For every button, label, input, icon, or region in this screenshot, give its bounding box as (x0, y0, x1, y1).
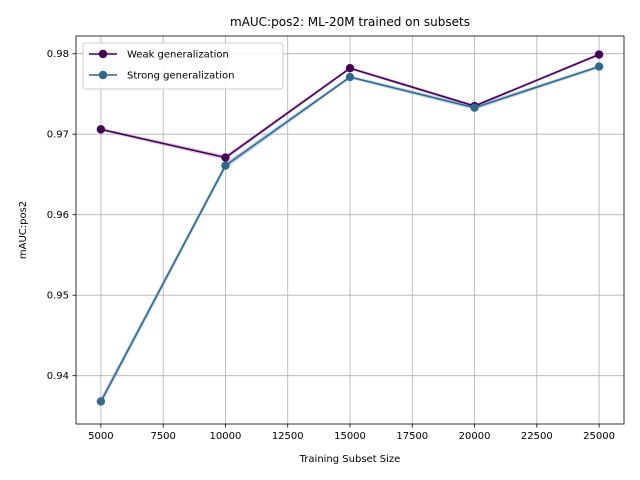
legend-marker-0 (98, 49, 108, 59)
y-tick-label: 0.95 (47, 291, 69, 302)
y-tick-label: 0.97 (47, 130, 69, 141)
legend-box (82, 42, 284, 90)
series-point-0 (96, 125, 106, 134)
series-point-1 (221, 161, 230, 170)
data-series (96, 50, 604, 406)
series-point-1 (470, 103, 479, 112)
legend-label-1: Strong generalization (127, 71, 234, 82)
x-tick-label: 7500 (150, 431, 175, 442)
y-tick-label: 0.96 (47, 210, 69, 221)
axis-ticks: 5000 7500 10000 12500 15000 17500 20000 22500 25… (47, 49, 615, 442)
series-point-1 (594, 62, 604, 71)
x-tick-label: 12500 (272, 431, 304, 442)
x-tick-label: 10000 (210, 431, 242, 442)
legend-marker-1 (98, 70, 108, 80)
x-tick-label: 25000 (583, 431, 615, 442)
x-tick-label: 20000 (459, 431, 491, 442)
legend-label-0: Weak generalization (127, 50, 229, 61)
y-axis-label: mAUC:pos2 (18, 201, 29, 259)
x-tick-label: 17500 (396, 431, 428, 442)
series-point-0 (221, 153, 230, 162)
chart-title: mAUC:pos2: ML-20M trained on subsets (230, 15, 470, 29)
y-tick-label: 0.94 (47, 371, 69, 382)
y-tick-label: 0.98 (47, 49, 69, 60)
series-point-0 (345, 63, 355, 73)
x-tick-label: 15000 (334, 431, 366, 442)
series-point-0 (594, 50, 604, 59)
legend: Weak generalization Strong generalization (82, 42, 284, 90)
series-point-1 (96, 397, 106, 406)
x-tick-label: 5000 (88, 431, 113, 442)
grid-lines (76, 36, 624, 424)
series-point-1 (345, 72, 355, 82)
x-tick-label: 22500 (521, 431, 553, 442)
x-axis-label: Training Subset Size (299, 454, 401, 465)
